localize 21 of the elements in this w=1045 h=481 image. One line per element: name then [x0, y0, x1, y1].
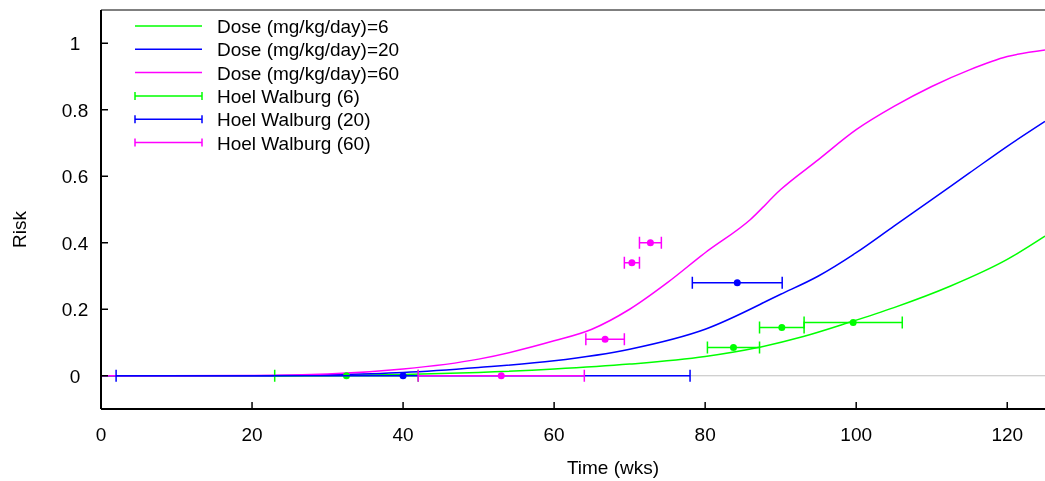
legend-label: Hoel Walburg (60) [217, 132, 371, 154]
y-tick-label: 0.2 [61, 299, 89, 321]
legend-label: Hoel Walburg (6) [217, 85, 360, 107]
y-tick-label: 0.4 [61, 232, 89, 254]
legend-label: Hoel Walburg (20) [217, 109, 371, 131]
x-tick-label: 0 [95, 424, 107, 445]
y-tick-label: 1 [69, 33, 81, 55]
x-tick-label: 80 [694, 424, 716, 445]
legend-label: Dose (mg/kg/day)=6 [217, 16, 389, 37]
y-tick-label: 0.6 [61, 166, 89, 188]
y-tick-label: 0.8 [61, 99, 89, 121]
x-tick-label: 60 [543, 424, 565, 445]
x-tick-label: 100 [840, 424, 873, 445]
legend-label: Dose (mg/kg/day)=60 [217, 62, 400, 84]
x-axis-title: Time (wks) [566, 457, 660, 478]
legend-label: Dose (mg/kg/day)=20 [217, 39, 400, 61]
x-tick-label: 20 [241, 424, 263, 445]
x-tick-label: 40 [392, 424, 414, 445]
x-tick-label: 120 [991, 424, 1024, 445]
y-axis-title: Risk [9, 210, 30, 248]
y-tick-label: 0 [69, 365, 81, 387]
